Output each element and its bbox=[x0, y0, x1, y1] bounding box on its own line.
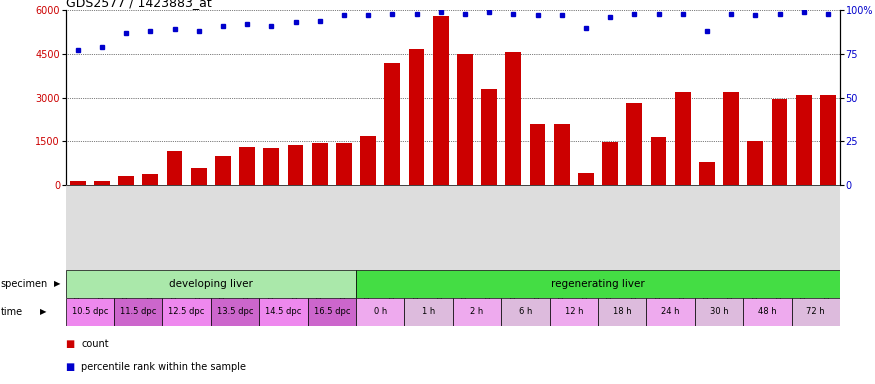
Bar bbox=[457, 54, 472, 185]
Text: time: time bbox=[1, 307, 23, 317]
Text: regenerating liver: regenerating liver bbox=[551, 279, 645, 289]
Bar bbox=[724, 92, 739, 185]
Text: 6 h: 6 h bbox=[519, 308, 532, 316]
Bar bbox=[747, 141, 763, 185]
Bar bbox=[626, 103, 642, 185]
Bar bbox=[554, 124, 570, 185]
Bar bbox=[409, 50, 424, 185]
Bar bbox=[743, 298, 792, 326]
Text: 72 h: 72 h bbox=[807, 308, 825, 316]
Bar bbox=[675, 92, 690, 185]
Text: 14.5 dpc: 14.5 dpc bbox=[265, 308, 302, 316]
Text: 0 h: 0 h bbox=[374, 308, 387, 316]
Bar bbox=[772, 99, 788, 185]
Bar bbox=[602, 142, 618, 185]
Text: developing liver: developing liver bbox=[169, 279, 253, 289]
Bar bbox=[66, 270, 356, 298]
Text: ▶: ▶ bbox=[40, 308, 46, 316]
Bar bbox=[699, 162, 715, 185]
Text: ■: ■ bbox=[66, 362, 75, 372]
Text: ■: ■ bbox=[66, 339, 75, 349]
Text: 16.5 dpc: 16.5 dpc bbox=[313, 308, 350, 316]
Bar bbox=[336, 143, 352, 185]
Bar bbox=[506, 52, 522, 185]
Bar bbox=[66, 298, 114, 326]
Bar bbox=[550, 298, 598, 326]
Bar bbox=[433, 16, 449, 185]
Text: GDS2577 / 1423883_at: GDS2577 / 1423883_at bbox=[66, 0, 212, 9]
Bar bbox=[578, 173, 594, 185]
Bar bbox=[695, 298, 743, 326]
Text: 18 h: 18 h bbox=[612, 308, 632, 316]
Text: 24 h: 24 h bbox=[662, 308, 680, 316]
Bar bbox=[114, 298, 163, 326]
Bar bbox=[501, 298, 550, 326]
Bar bbox=[312, 143, 327, 185]
Bar bbox=[191, 167, 206, 185]
Bar bbox=[163, 298, 211, 326]
Bar bbox=[288, 145, 304, 185]
Bar bbox=[651, 137, 667, 185]
Text: 12.5 dpc: 12.5 dpc bbox=[168, 308, 205, 316]
Bar bbox=[259, 298, 308, 326]
Bar bbox=[360, 136, 376, 185]
Bar bbox=[384, 63, 400, 185]
Bar bbox=[796, 94, 812, 185]
Text: 30 h: 30 h bbox=[710, 308, 728, 316]
Text: count: count bbox=[81, 339, 109, 349]
Bar bbox=[263, 148, 279, 185]
Text: 13.5 dpc: 13.5 dpc bbox=[217, 308, 253, 316]
Bar bbox=[481, 89, 497, 185]
Bar bbox=[598, 298, 647, 326]
Bar bbox=[356, 270, 840, 298]
Bar bbox=[529, 124, 545, 185]
Bar bbox=[404, 298, 453, 326]
Text: 10.5 dpc: 10.5 dpc bbox=[72, 308, 108, 316]
Bar bbox=[143, 174, 158, 185]
Bar bbox=[647, 298, 695, 326]
Text: 12 h: 12 h bbox=[564, 308, 583, 316]
Bar bbox=[453, 298, 501, 326]
Text: 11.5 dpc: 11.5 dpc bbox=[120, 308, 157, 316]
Bar bbox=[215, 156, 231, 185]
Text: 2 h: 2 h bbox=[471, 308, 484, 316]
Bar bbox=[792, 298, 840, 326]
Bar bbox=[70, 181, 86, 185]
Bar bbox=[308, 298, 356, 326]
Bar bbox=[356, 298, 404, 326]
Bar bbox=[211, 298, 259, 326]
Bar bbox=[94, 181, 109, 185]
Text: 1 h: 1 h bbox=[422, 308, 435, 316]
Text: ▶: ▶ bbox=[54, 280, 60, 288]
Text: 48 h: 48 h bbox=[758, 308, 777, 316]
Bar bbox=[820, 94, 836, 185]
Text: percentile rank within the sample: percentile rank within the sample bbox=[81, 362, 247, 372]
Bar bbox=[239, 147, 255, 185]
Bar bbox=[166, 151, 182, 185]
Bar bbox=[118, 176, 134, 185]
Text: specimen: specimen bbox=[1, 279, 48, 289]
